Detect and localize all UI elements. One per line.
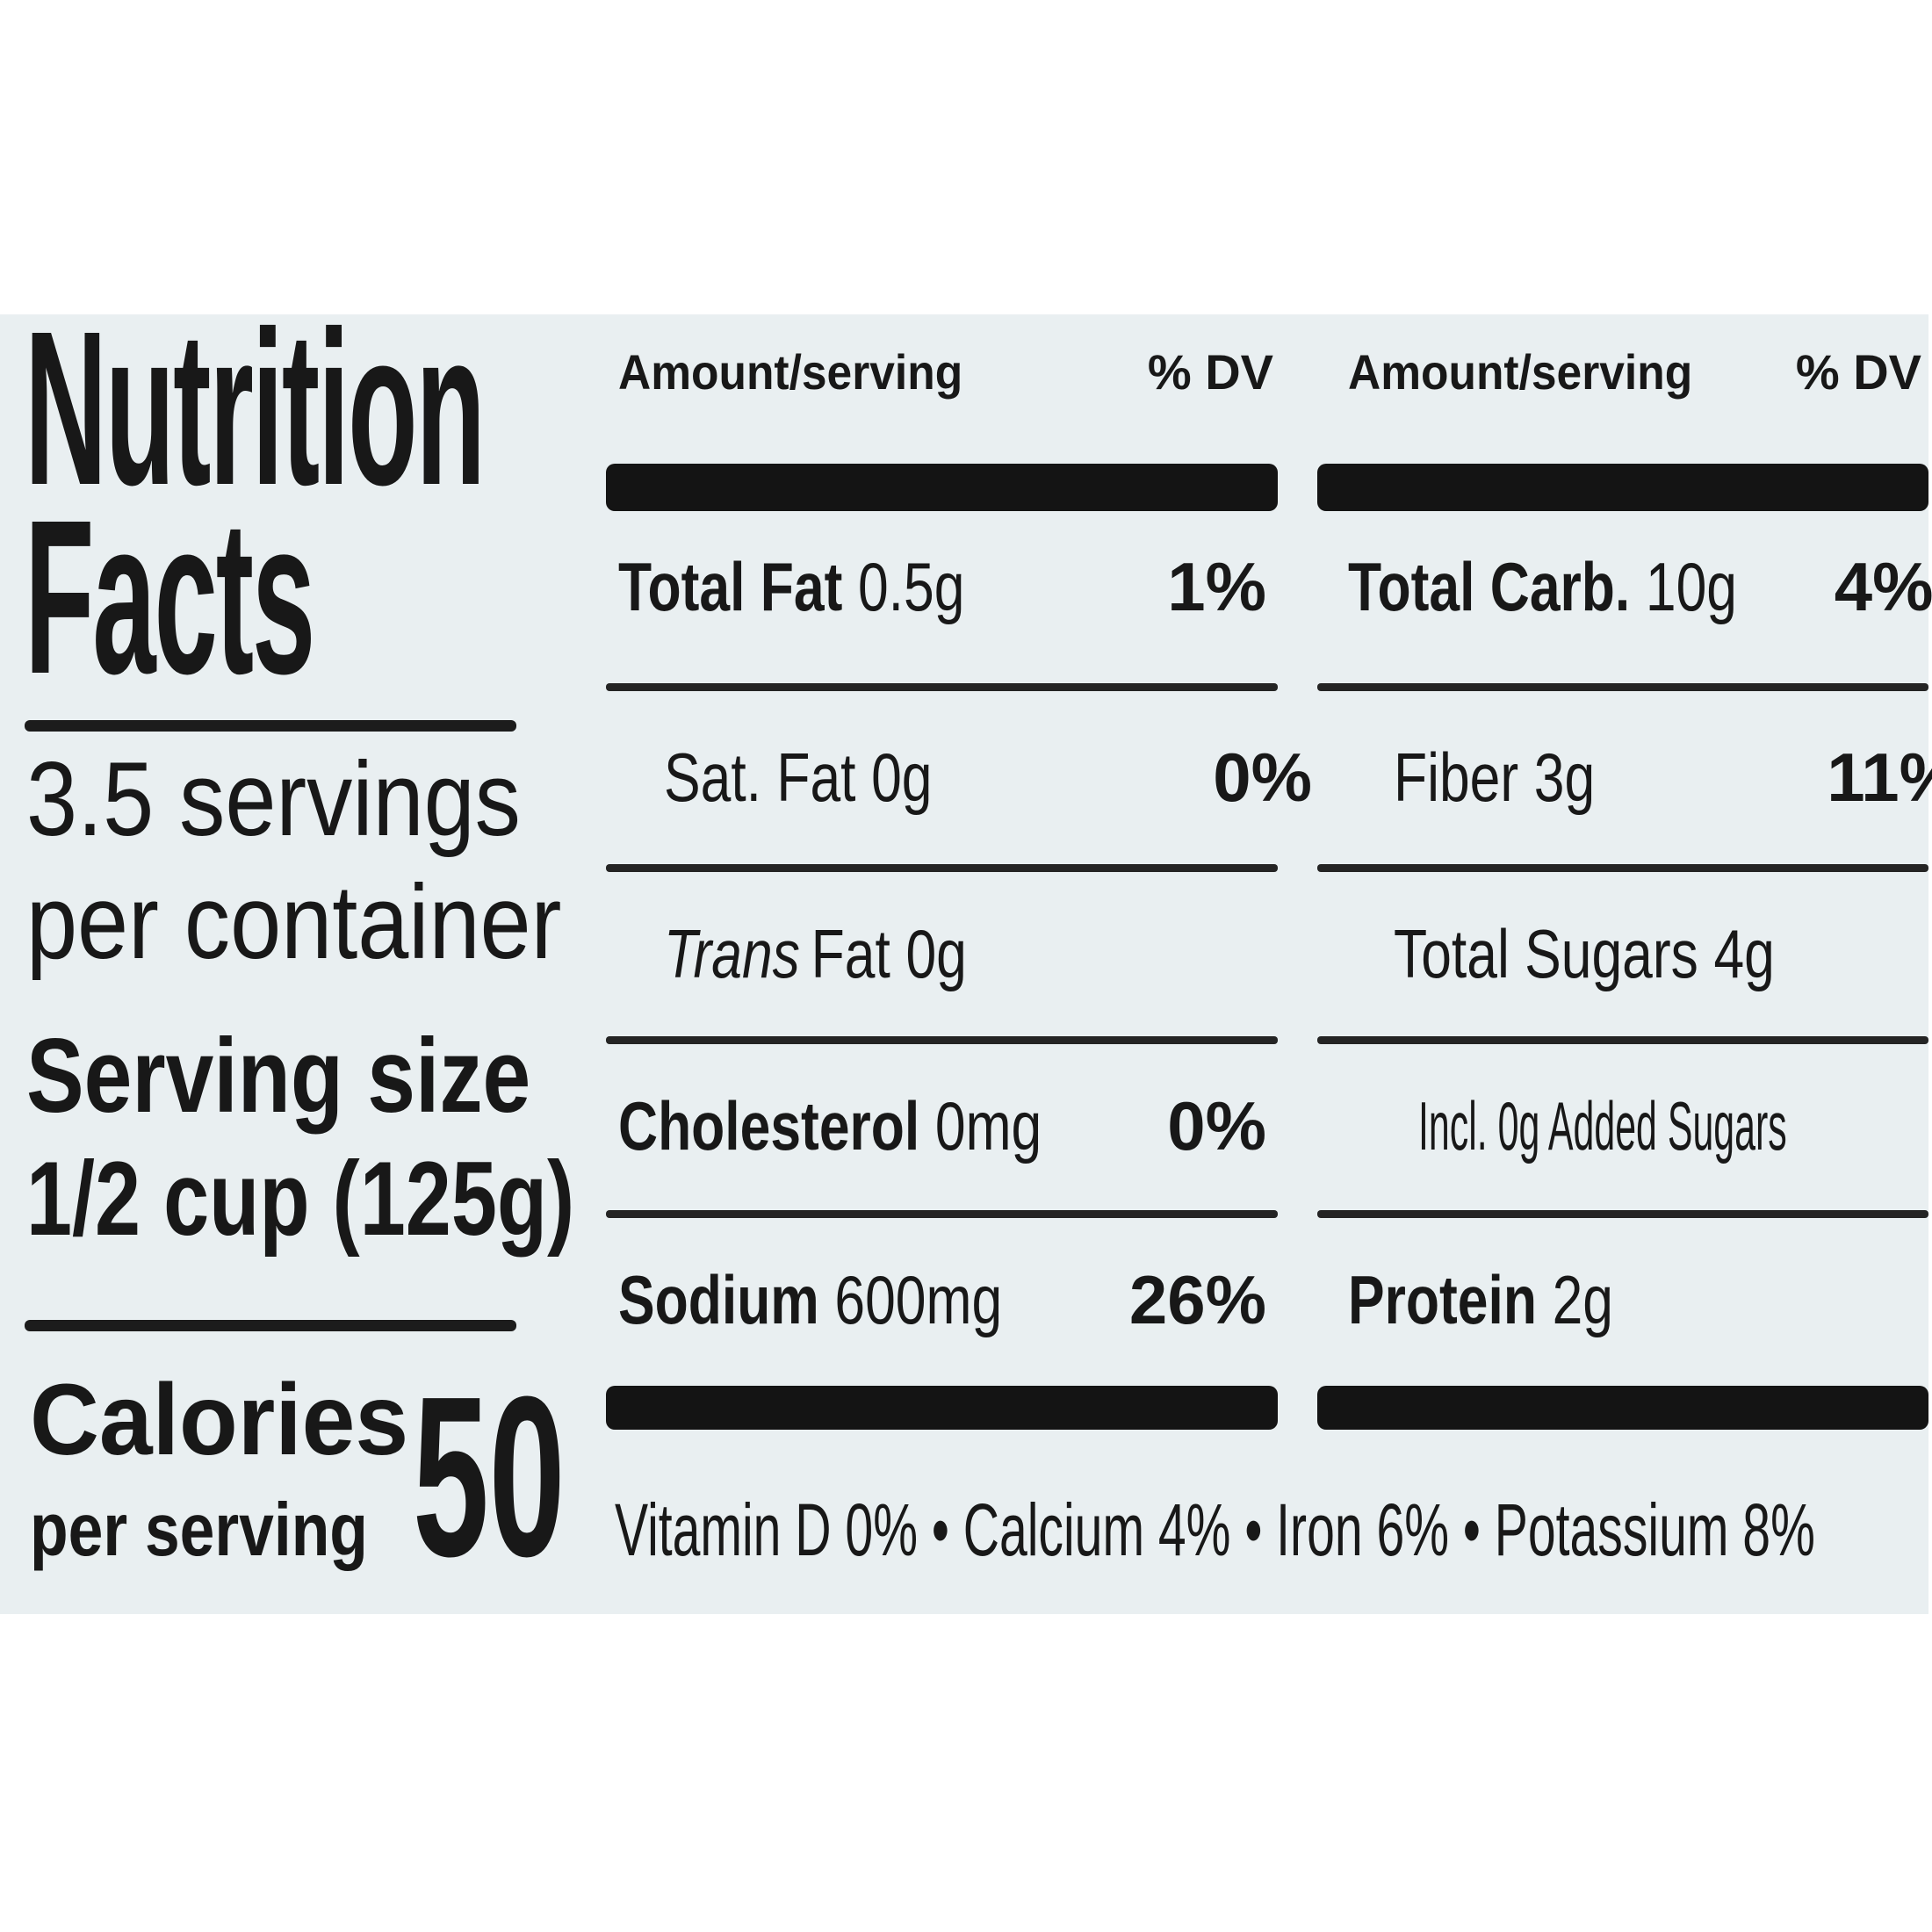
servings-per-container-line1: 3.5 servings bbox=[26, 746, 595, 852]
calories-sublabel: per serving bbox=[30, 1489, 368, 1572]
right-header-bar bbox=[1317, 464, 1928, 511]
row-sat-fat: Sat. Fat 0g 0% bbox=[618, 735, 1319, 819]
right-footer-bar bbox=[1317, 1386, 1928, 1430]
left-divider-top bbox=[25, 720, 516, 732]
right-rule-2 bbox=[1317, 864, 1928, 872]
middle-rule-4 bbox=[606, 1210, 1278, 1218]
middle-header-bar bbox=[606, 464, 1278, 511]
row-total-fat: Total Fat 0.5g 1% bbox=[618, 544, 1273, 629]
middle-header-amount: Amount/serving bbox=[618, 343, 963, 400]
middle-rule-1 bbox=[606, 683, 1278, 691]
middle-rule-2 bbox=[606, 864, 1278, 872]
micronutrients-line: Vitamin D 0% • Calcium 4% • Iron 6% • Po… bbox=[615, 1489, 1815, 1571]
total-carb-dv: 4% bbox=[1834, 547, 1932, 625]
total-fat-dv: 1% bbox=[1167, 547, 1266, 625]
calories-value: 50 bbox=[413, 1350, 566, 1604]
servings-per-container-line2: per container bbox=[26, 869, 641, 975]
right-rule-3 bbox=[1317, 1036, 1928, 1044]
sat-fat-dv: 0% bbox=[1213, 738, 1312, 816]
calories-label: Calories bbox=[30, 1364, 409, 1476]
sodium-dv: 26% bbox=[1128, 1260, 1266, 1338]
row-protein: Protein 2g bbox=[1348, 1260, 1613, 1338]
servings-count-sub: per container bbox=[26, 863, 562, 981]
row-total-sugars: Total Sugars 4g bbox=[1394, 914, 1775, 992]
serving-size-value: 1/2 cup (125g) bbox=[26, 1140, 575, 1258]
right-column-header: Amount/serving % DV bbox=[1348, 343, 1921, 400]
row-cholesterol: Cholesterol 0mg 0% bbox=[618, 1084, 1273, 1168]
row-total-carb: Total Carb. 10g 4% bbox=[1348, 544, 1932, 629]
middle-footer-bar bbox=[606, 1386, 1278, 1430]
serving-size-label: Serving size bbox=[26, 1017, 531, 1135]
label-title-line2: Facts bbox=[25, 487, 580, 707]
label-title-line1: Nutrition bbox=[25, 299, 907, 518]
servings-count: 3.5 servings bbox=[26, 740, 521, 858]
row-trans-fat: Trans Fat 0g bbox=[664, 914, 967, 992]
right-rule-1 bbox=[1317, 683, 1928, 691]
left-divider-bottom bbox=[25, 1320, 516, 1331]
cholesterol-dv: 0% bbox=[1167, 1086, 1266, 1164]
title-text-nutrition: Nutrition bbox=[25, 285, 486, 530]
fiber-dv: 11% bbox=[1827, 738, 1932, 816]
row-added-sugars: Incl. 0g Added Sugars 0% bbox=[1418, 1086, 1787, 1164]
right-rule-4 bbox=[1317, 1210, 1928, 1218]
middle-rule-3 bbox=[606, 1036, 1278, 1044]
row-sodium: Sodium 600mg 26% bbox=[618, 1258, 1273, 1342]
middle-column-header: Amount/serving % DV bbox=[618, 343, 1273, 400]
right-header-amount: Amount/serving bbox=[1348, 343, 1693, 400]
title-text-facts: Facts bbox=[25, 474, 315, 719]
middle-header-dv: % DV bbox=[1147, 343, 1273, 400]
right-header-dv: % DV bbox=[1795, 343, 1921, 400]
